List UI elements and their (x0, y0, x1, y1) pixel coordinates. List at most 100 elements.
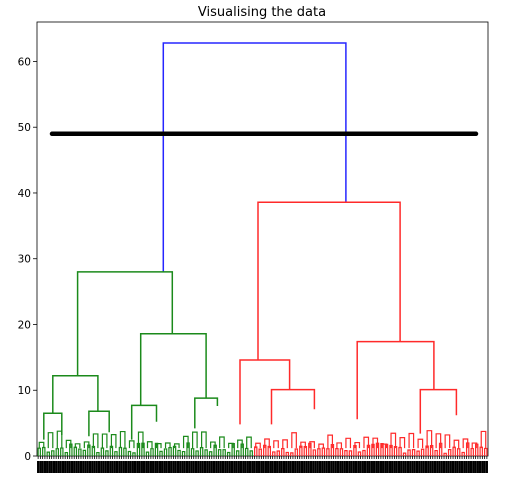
leaf-merge-35 (195, 450, 199, 456)
x-tick-label (248, 461, 252, 473)
leaf-merge-32 (181, 450, 186, 456)
x-tick-label (327, 461, 331, 473)
leaf-group-26 (273, 440, 279, 449)
leaf-merge-3 (51, 450, 55, 456)
x-tick-label (361, 461, 364, 473)
x-tick-label (451, 461, 455, 473)
x-tick-label (307, 461, 310, 473)
x-tick-label (352, 461, 355, 473)
leaf-merge-31 (177, 449, 181, 456)
leaf-merge-29 (168, 446, 172, 456)
x-tick-label (109, 461, 112, 473)
x-tick-label (300, 461, 304, 473)
x-tick-label (106, 461, 110, 473)
x-tick-label (460, 461, 464, 473)
x-tick-label (379, 461, 382, 473)
leaf-group-33 (336, 442, 343, 449)
x-tick-label (52, 461, 56, 473)
leaf-merge-55 (285, 451, 290, 456)
x-tick-label (170, 461, 173, 473)
x-tick-label (474, 461, 477, 473)
x-tick-label (273, 461, 277, 473)
leaf-merge-64 (326, 448, 330, 456)
leaf-merge-82 (407, 449, 411, 456)
leaf-group-11 (137, 431, 144, 449)
x-tick-label (427, 461, 430, 473)
leaf-merge-52 (272, 451, 276, 456)
x-tick-label (145, 461, 148, 473)
leaf-merge-68 (344, 449, 348, 456)
dendrogram-link-5 (139, 332, 207, 406)
leaf-group-0 (38, 441, 45, 449)
x-tick-label (472, 461, 475, 473)
x-tick-label (291, 461, 295, 473)
leaf-merge-42 (226, 451, 231, 456)
x-tick-label (445, 461, 448, 473)
leaf-merge-14 (100, 447, 105, 456)
x-tick-label (84, 461, 87, 473)
x-tick-label (233, 461, 236, 473)
leaf-group-17 (191, 431, 198, 449)
leaf-group-9 (119, 430, 126, 449)
x-tick-label (253, 461, 256, 473)
leaf-detail (37, 430, 488, 456)
x-tick-label (282, 461, 286, 473)
leaf-group-49 (480, 430, 487, 449)
x-tick-label (409, 461, 412, 473)
x-tick-label (264, 461, 267, 473)
x-tick-label (397, 461, 401, 473)
x-tick-label (43, 461, 46, 473)
plot-frame (36, 21, 489, 457)
leaf-merge-27 (159, 450, 163, 456)
x-axis-leaf-labels (37, 456, 488, 473)
leaf-group-43 (426, 430, 433, 449)
leaf-merge-19 (123, 447, 127, 456)
dendrogram-link-12 (419, 388, 458, 434)
x-tick-label (37, 461, 40, 473)
x-tick-label (345, 461, 349, 473)
leaf-merge-69 (348, 450, 353, 456)
x-tick-label (334, 461, 337, 473)
leaf-group-6 (92, 433, 99, 449)
x-tick-label (192, 461, 195, 473)
leaf-merge-6 (64, 451, 69, 456)
x-tick-label (138, 461, 141, 473)
leaf-merge-15 (105, 450, 109, 456)
leaf-merge-57 (294, 448, 299, 456)
leaf-group-39 (390, 432, 397, 449)
leaf-group-32 (327, 434, 334, 449)
x-tick-label (79, 461, 83, 473)
x-tick-label (280, 461, 283, 473)
dendrogram-link-6 (130, 404, 158, 440)
x-tick-label (194, 461, 198, 473)
x-tick-label (287, 461, 290, 473)
leaf-group-16 (182, 435, 189, 449)
y-tick-label: 0 (24, 451, 31, 463)
x-tick-label (458, 461, 461, 473)
x-tick-label (102, 461, 105, 473)
x-tick-label (481, 461, 484, 473)
x-tick-label (39, 461, 42, 473)
x-tick-label (55, 461, 58, 473)
x-tick-label (172, 461, 175, 473)
x-tick-label (336, 461, 340, 473)
x-tick-label (185, 461, 189, 473)
leaf-group-46 (453, 439, 460, 449)
leaf-group-34 (345, 437, 352, 449)
x-tick-label (375, 461, 378, 473)
leaf-merge-83 (411, 449, 416, 456)
x-tick-label (70, 461, 74, 473)
leaf-group-20 (219, 436, 225, 449)
leaf-group-4 (74, 443, 81, 449)
leaf-group-38 (381, 443, 388, 449)
leaf-merge-25 (150, 448, 154, 456)
x-tick-label (388, 461, 392, 473)
dendrogram-link-9 (239, 359, 291, 425)
x-tick-label (188, 461, 191, 473)
x-tick-label (447, 461, 450, 473)
x-tick-label (411, 461, 414, 473)
leaf-merge-88 (434, 449, 438, 456)
leaf-merge-94 (461, 451, 465, 456)
x-tick-label (440, 461, 443, 473)
